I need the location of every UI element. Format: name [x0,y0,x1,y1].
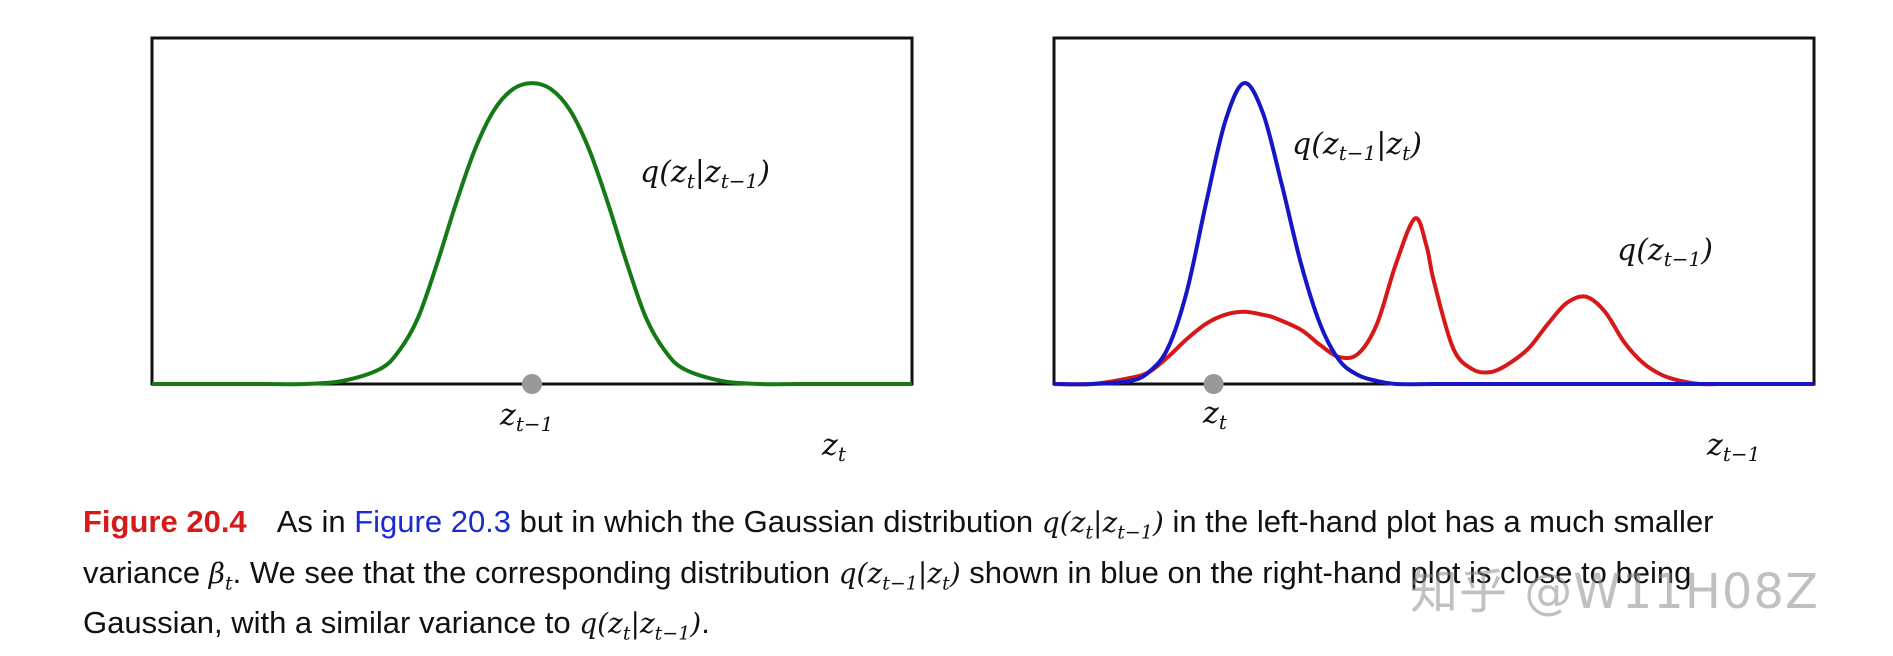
right-blue-curve-label: q(zt−1|zt) [1292,127,1422,165]
right-plot: q(zt−1|zt) q(zt−1) zt zt−1 [1052,36,1816,466]
caption-text-5: shown in blue on the right-hand plot is … [83,554,1692,641]
figure-reference-link[interactable]: Figure 20.3 [354,504,512,539]
figure-plots: q(zt|zt−1) zt−1 zt q(zt−1|zt) q(zt−1) zt… [150,36,1816,466]
figure-caption: Figure 20.4 As in Figure 20.3 but in whic… [83,502,1823,654]
math-q-zt-given-zt-1-end: q(zt|zt−1) [579,607,702,645]
math-beta-t: βt [208,556,233,595]
left-point-label: zt−1 [499,398,553,436]
left-plot-frame [150,36,914,386]
math-q-zt-1-given-zt: q(zt−1|zt) [838,556,961,595]
watermark: 知乎 @W11H08Z [1410,564,1819,620]
left-point-marker [522,374,542,394]
right-point-label: zt [1202,396,1228,434]
right-plot-frame [1052,36,1816,386]
math-q-zt-given-zt-1: q(zt|zt−1) [1041,506,1164,544]
right-point-marker [1203,374,1224,394]
right-axis-label: zt−1 [1706,428,1760,466]
left-plot: q(zt|zt−1) zt−1 zt [150,36,914,466]
left-curve-label: q(zt|zt−1) [640,155,770,193]
caption-text-4: . We see that the corresponding distribu… [232,554,839,590]
right-blue-curve [1053,81,1814,387]
left-axis-label: zt [821,428,847,466]
right-red-curve-label: q(zt−1) [1617,233,1713,271]
left-gaussian-curve [151,81,912,387]
caption-text-2: but in which the Gaussian distribution [511,504,1042,539]
figure-number: Figure 20.4 [83,504,247,539]
caption-text-3: in the left-hand plot has a much smaller… [83,504,1714,590]
caption-text-1: As in [276,504,355,539]
caption-text-6: . [701,605,710,641]
right-red-curve [1053,216,1814,387]
